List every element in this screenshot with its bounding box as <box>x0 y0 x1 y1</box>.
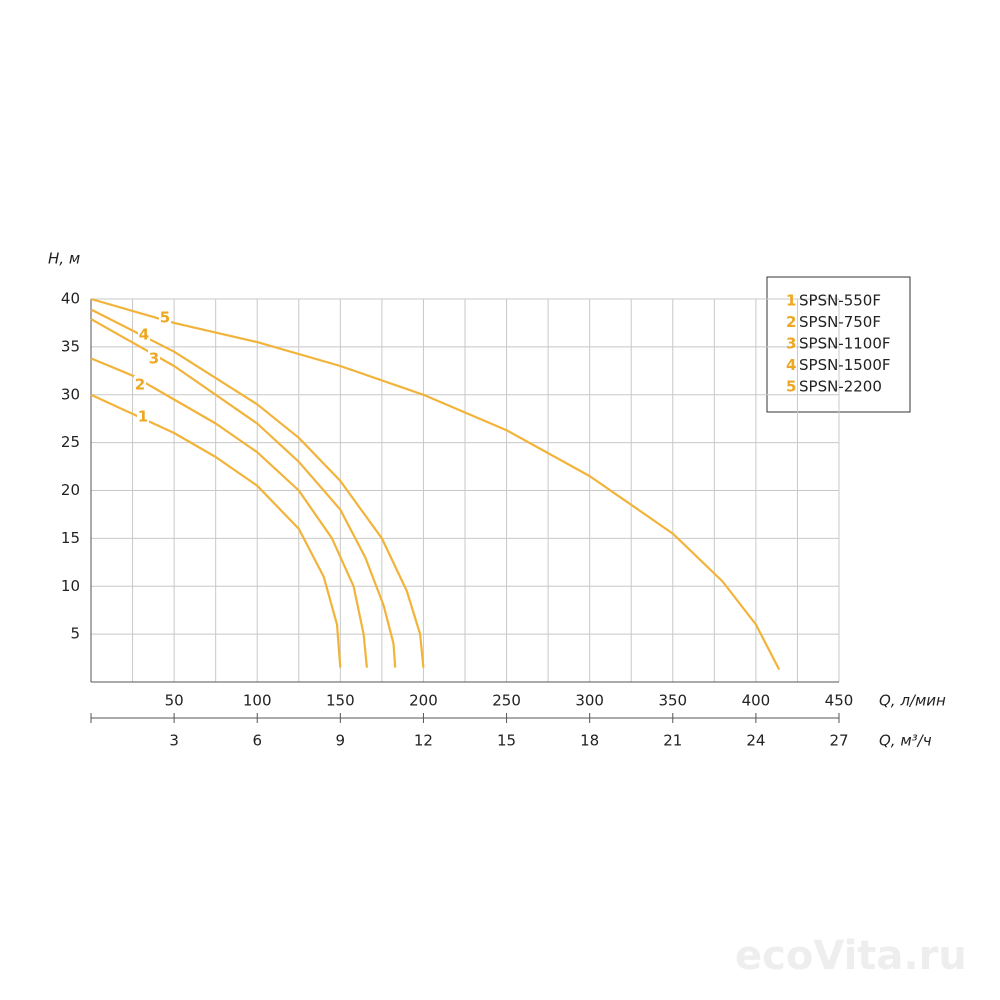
x-tick-label: 250 <box>492 692 521 710</box>
legend-number: 4 <box>786 356 796 374</box>
y-tick-label: 25 <box>61 433 80 451</box>
legend-label: SPSN-1500F <box>799 356 891 374</box>
x-tick-label: 100 <box>243 692 272 710</box>
curve-label: 4 <box>139 326 149 344</box>
x-axis-title: Q, л/мин <box>879 692 946 710</box>
legend-label: SPSN-750F <box>799 313 881 331</box>
curve-label: 3 <box>149 350 159 368</box>
x2-tick-label: 9 <box>336 732 346 750</box>
curve-label-bg <box>137 408 149 426</box>
curve-label-bg <box>148 350 160 368</box>
curve <box>90 308 425 668</box>
y-tick-label: 40 <box>61 290 80 308</box>
x2-tick-label: 27 <box>829 732 848 750</box>
legend-number: 5 <box>786 378 796 396</box>
curve-label: 1 <box>138 408 148 426</box>
y-tick-label: 20 <box>61 481 80 499</box>
x2-tick-label: 3 <box>169 732 179 750</box>
y-tick-label: 35 <box>61 337 80 355</box>
y-tick-label: 5 <box>70 625 80 643</box>
legend-label: SPSN-550F <box>799 292 881 310</box>
x2-tick-label: 24 <box>746 732 765 750</box>
curve-label-bg <box>159 309 171 327</box>
x2-tick-label: 18 <box>580 732 599 750</box>
x2-tick-label: 21 <box>663 732 682 750</box>
x2-tick-label: 12 <box>414 732 433 750</box>
x-tick-label: 50 <box>165 692 184 710</box>
legend-number: 1 <box>786 292 796 310</box>
legend-number: 2 <box>786 313 796 331</box>
curve-label-bg <box>138 326 150 344</box>
curve-label: 2 <box>135 376 145 394</box>
legend-label: SPSN-2200 <box>799 378 882 396</box>
x2-tick-label: 6 <box>252 732 262 750</box>
x-tick-label: 400 <box>742 692 771 710</box>
curve <box>90 318 397 668</box>
y-tick-label: 10 <box>61 577 80 595</box>
watermark: ecoVita.ru <box>735 933 967 979</box>
curve <box>90 297 781 671</box>
x2-tick-label: 15 <box>497 732 516 750</box>
x-tick-label: 350 <box>658 692 687 710</box>
curve-label-bg <box>134 376 146 394</box>
x-tick-label: 200 <box>409 692 438 710</box>
x2-axis-title: Q, м³/ч <box>879 732 932 750</box>
curve-label: 5 <box>160 309 170 327</box>
x-tick-label: 300 <box>575 692 604 710</box>
legend-number: 3 <box>786 335 796 353</box>
x-tick-label: 150 <box>326 692 355 710</box>
x-tick-label: 450 <box>825 692 854 710</box>
legend-label: SPSN-1100F <box>799 335 891 353</box>
y-axis-title: H, м <box>48 250 80 268</box>
y-tick-label: 30 <box>61 385 80 403</box>
y-tick-label: 15 <box>61 529 80 547</box>
curve <box>90 357 368 668</box>
